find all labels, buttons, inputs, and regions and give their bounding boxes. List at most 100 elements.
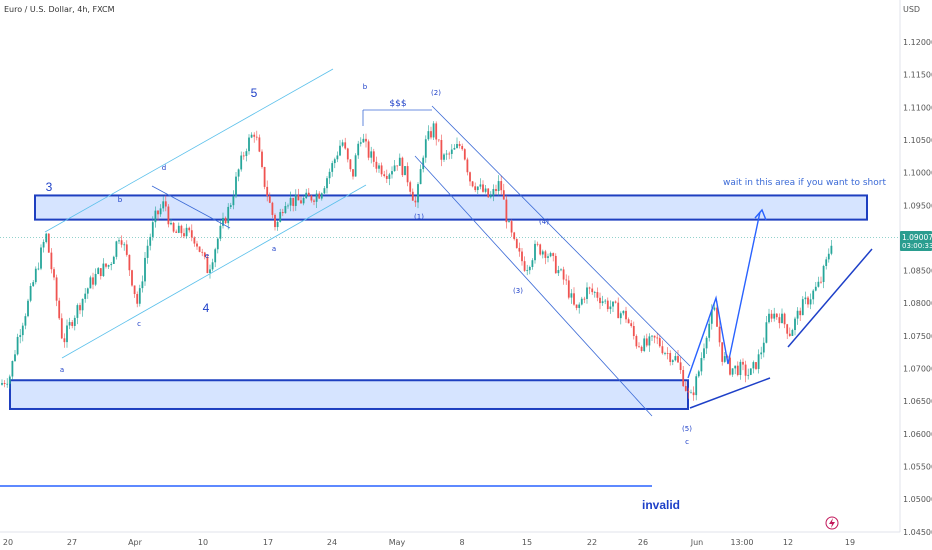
- candle-body: [614, 301, 617, 303]
- candle-body: [328, 171, 331, 179]
- candle-body: [619, 313, 622, 319]
- candle-body: [372, 151, 375, 162]
- candle-body: [523, 261, 526, 271]
- candle-body: [671, 360, 674, 362]
- candle-body: [68, 322, 71, 326]
- candle-body: [510, 221, 513, 233]
- candle-body: [253, 134, 256, 137]
- candle-body: [154, 210, 157, 223]
- x-axis: 20 27 Apr 10 17 24 May 8 15 22 26 Jun 13:00 12 19: [3, 538, 855, 547]
- wave-label-large: 4: [203, 301, 210, 315]
- candle-body: [786, 324, 789, 334]
- candle-body: [697, 371, 700, 377]
- candle-body: [287, 205, 289, 207]
- candle-body: [344, 142, 347, 149]
- down-channel-lower: [414, 155, 653, 417]
- candle-body: [690, 392, 692, 394]
- candle-body: [487, 188, 490, 198]
- candle-body: [214, 249, 217, 263]
- candle-body: [222, 217, 224, 226]
- candle-body: [536, 243, 539, 245]
- candle-body: [175, 231, 178, 233]
- y-tick-label: 1.08000: [903, 299, 932, 308]
- candle-body: [560, 269, 562, 271]
- candle-body: [640, 346, 643, 352]
- candle-body: [352, 169, 354, 177]
- candles: [1, 121, 833, 401]
- x-tick-label: 15: [522, 538, 532, 547]
- candle-body: [268, 196, 271, 203]
- candle-body: [297, 194, 300, 201]
- candle-body: [749, 368, 752, 375]
- candle-body: [209, 269, 211, 274]
- candle-body: [419, 169, 422, 185]
- candle-body: [185, 227, 188, 237]
- candle-body: [508, 221, 510, 223]
- candle-body: [120, 240, 123, 245]
- replay-icon[interactable]: [825, 516, 839, 530]
- candle-body: [388, 174, 391, 179]
- candle-body: [242, 155, 245, 157]
- candle-body: [336, 155, 339, 160]
- candle-body: [248, 137, 250, 152]
- x-tick-label: 17: [263, 538, 273, 547]
- drawings: [44, 68, 873, 417]
- wave-label-small: c: [685, 438, 689, 446]
- candle-body: [255, 136, 258, 138]
- candle-body: [479, 184, 482, 187]
- candle-body: [300, 200, 302, 204]
- x-tick-label: 19: [845, 538, 855, 547]
- wave-label-small: a: [60, 366, 64, 374]
- x-tick-label: 8: [459, 538, 464, 547]
- support-trendline: [689, 377, 771, 409]
- candle-body: [118, 240, 120, 242]
- candle-body: [549, 253, 552, 257]
- candle-body: [554, 255, 557, 274]
- candle-body: [757, 354, 760, 369]
- candle-body: [658, 338, 661, 347]
- candle-body: [489, 195, 492, 198]
- candle-body: [463, 149, 466, 160]
- candle-body: [21, 325, 24, 336]
- candle-body: [664, 353, 666, 354]
- candle-body: [567, 280, 570, 298]
- candle-body: [801, 299, 804, 316]
- candle-body: [731, 368, 734, 375]
- y-tick-label: 1.12000: [903, 38, 932, 47]
- candle-body: [768, 313, 770, 323]
- candle-body: [50, 252, 53, 270]
- candle-body: [593, 292, 596, 293]
- candle-body: [341, 142, 344, 146]
- candle-body: [783, 313, 786, 325]
- candle-body: [557, 270, 560, 274]
- y-tick-label: 1.07000: [903, 365, 932, 374]
- candle-body: [274, 214, 276, 228]
- candle-body: [820, 281, 822, 283]
- candle-body: [266, 186, 269, 197]
- candle-body: [422, 157, 425, 170]
- y-tick-label: 1.04500: [903, 528, 932, 537]
- candle-body: [718, 326, 721, 343]
- candle-body: [151, 222, 154, 237]
- candle-body: [456, 143, 458, 148]
- candle-body: [627, 319, 630, 324]
- candle-body: [547, 256, 549, 258]
- x-tick-label: 13:00: [730, 538, 753, 547]
- candle-body: [6, 383, 9, 385]
- candle-body: [107, 265, 110, 267]
- wave-4-line: [151, 185, 231, 229]
- candle-body: [713, 307, 716, 310]
- candle-body: [206, 256, 209, 274]
- candle-body: [827, 253, 830, 260]
- candle-body: [773, 313, 776, 319]
- candle-body: [596, 292, 599, 298]
- candle-body: [684, 386, 687, 391]
- candle-body: [198, 246, 201, 252]
- candle-body: [755, 362, 757, 369]
- candle-body: [809, 299, 812, 305]
- candle-body: [271, 202, 274, 215]
- candle-body: [378, 165, 380, 169]
- candle-body: [609, 306, 612, 310]
- candle-body: [788, 333, 791, 336]
